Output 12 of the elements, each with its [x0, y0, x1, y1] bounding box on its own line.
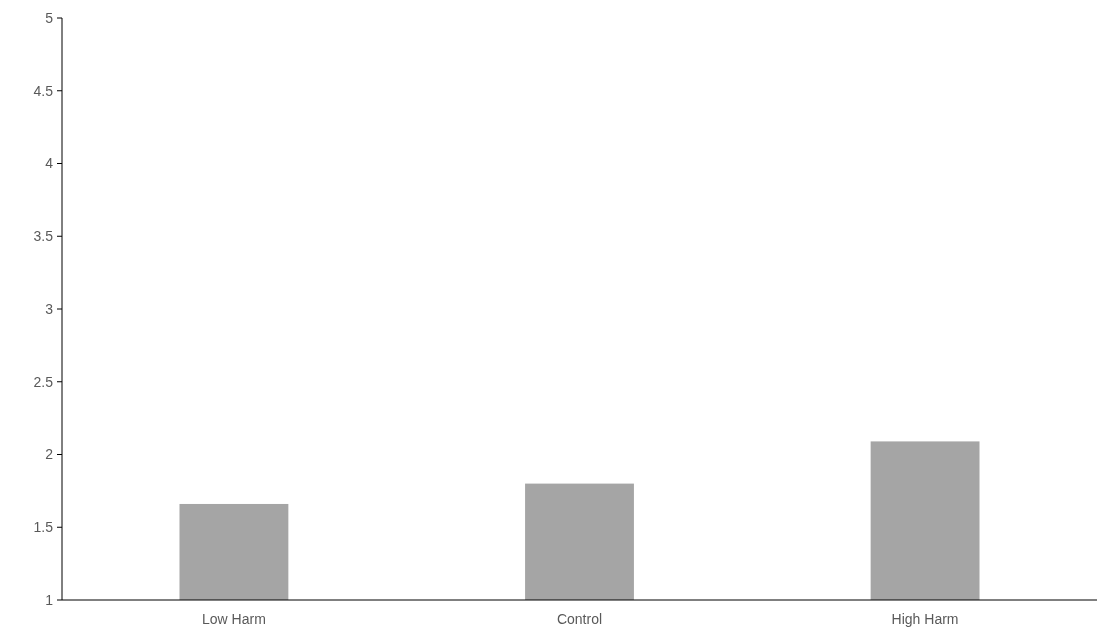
y-tick-label: 5	[45, 9, 54, 26]
x-tick-label: Control	[556, 611, 603, 627]
y-tick-label: 3	[45, 300, 54, 317]
y-tick-label: 1	[45, 591, 54, 608]
y-tick-label: 3.5	[33, 228, 54, 245]
x-tick-label: Low Harm	[202, 611, 266, 627]
x-tick-label: High Harm	[891, 611, 959, 627]
y-tick-label: 2.5	[33, 373, 54, 390]
y-tick-label: 2	[45, 446, 54, 463]
y-tick-label: 4	[45, 155, 54, 172]
y-tick-label: 4.5	[33, 82, 54, 99]
y-tick-label: 1.5	[33, 519, 54, 536]
